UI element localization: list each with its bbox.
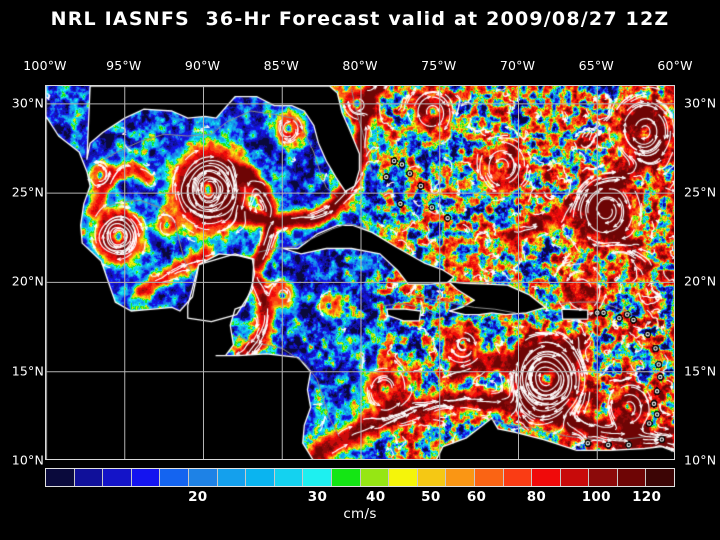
colorbar-segment-7: [246, 469, 275, 486]
colorbar-tick-60: 60: [466, 489, 487, 505]
colorbar-segment-2: [103, 469, 132, 486]
lat-tick-left-20N: 20°N: [11, 273, 44, 289]
colorbar-segment-8: [274, 469, 304, 486]
lon-tick-85W: 85°W: [263, 58, 299, 73]
colorbar-tick-80: 80: [526, 489, 547, 505]
colorbar-tick-30: 30: [307, 489, 328, 505]
lat-tick-right-10N: 10°N: [684, 452, 717, 468]
colorbar-segment-5: [188, 469, 218, 486]
lon-tick-65W: 65°W: [578, 58, 614, 73]
lat-tick-right-30N: 30°N: [684, 95, 717, 111]
colorbar-unit-label: cm/s: [343, 506, 377, 522]
colorbar-tick-40: 40: [366, 489, 386, 505]
lat-lon-gridlines: [46, 86, 674, 459]
colorbar-segment-21: [646, 469, 675, 486]
lon-tick-75W: 75°W: [421, 58, 457, 73]
colorbar-segment-14: [446, 469, 475, 486]
lat-tick-left-15N: 15°N: [11, 363, 44, 379]
colorbar-segment-15: [474, 469, 504, 486]
lat-tick-right-25N: 25°N: [684, 184, 717, 200]
colorbar-segment-6: [217, 469, 247, 486]
lon-tick-90W: 90°W: [184, 58, 221, 73]
colorbar-segment-11: [360, 469, 390, 486]
colorbar-tick-100: 100: [581, 489, 611, 505]
colorbar-segment-4: [160, 469, 189, 486]
colorbar-tick-50: 50: [421, 489, 441, 505]
colorbar-segment-1: [74, 469, 104, 486]
colorbar-segment-18: [560, 469, 590, 486]
colorbar-segment-19: [589, 469, 618, 486]
colorbar-segment-17: [532, 469, 561, 486]
colorbar-segment-20: [617, 469, 647, 486]
lon-tick-100W: 100°W: [23, 58, 67, 73]
lat-tick-right-15N: 15°N: [684, 363, 717, 379]
lat-tick-left-30N: 30°N: [11, 95, 44, 111]
lon-tick-95W: 95°W: [106, 58, 142, 73]
colorbar-segment-16: [503, 469, 533, 486]
lon-tick-60W: 60°W: [657, 58, 693, 73]
lon-tick-70W: 70°W: [499, 58, 536, 73]
speed-colorbar: [45, 468, 675, 487]
map-plot-area: Surface Current 50 cm/s: [45, 85, 675, 460]
lon-tick-80W: 80°W: [342, 58, 378, 73]
colorbar-segment-0: [46, 469, 75, 486]
colorbar-segment-3: [131, 469, 161, 486]
ocean-current-speed-raster: [46, 86, 674, 459]
figure-title: NRL IASNFS 36-Hr Forecast valid at 2009/…: [50, 8, 670, 30]
colorbar-segment-12: [389, 469, 418, 486]
lat-tick-left-25N: 25°N: [11, 184, 44, 200]
colorbar-tick-20: 20: [188, 489, 208, 505]
colorbar-segment-9: [303, 469, 332, 486]
colorbar-segment-13: [417, 469, 447, 486]
lat-tick-right-20N: 20°N: [684, 273, 717, 289]
colorbar-tick-120: 120: [632, 489, 662, 505]
lat-tick-left-10N: 10°N: [11, 452, 44, 468]
colorbar-segment-10: [331, 469, 361, 486]
